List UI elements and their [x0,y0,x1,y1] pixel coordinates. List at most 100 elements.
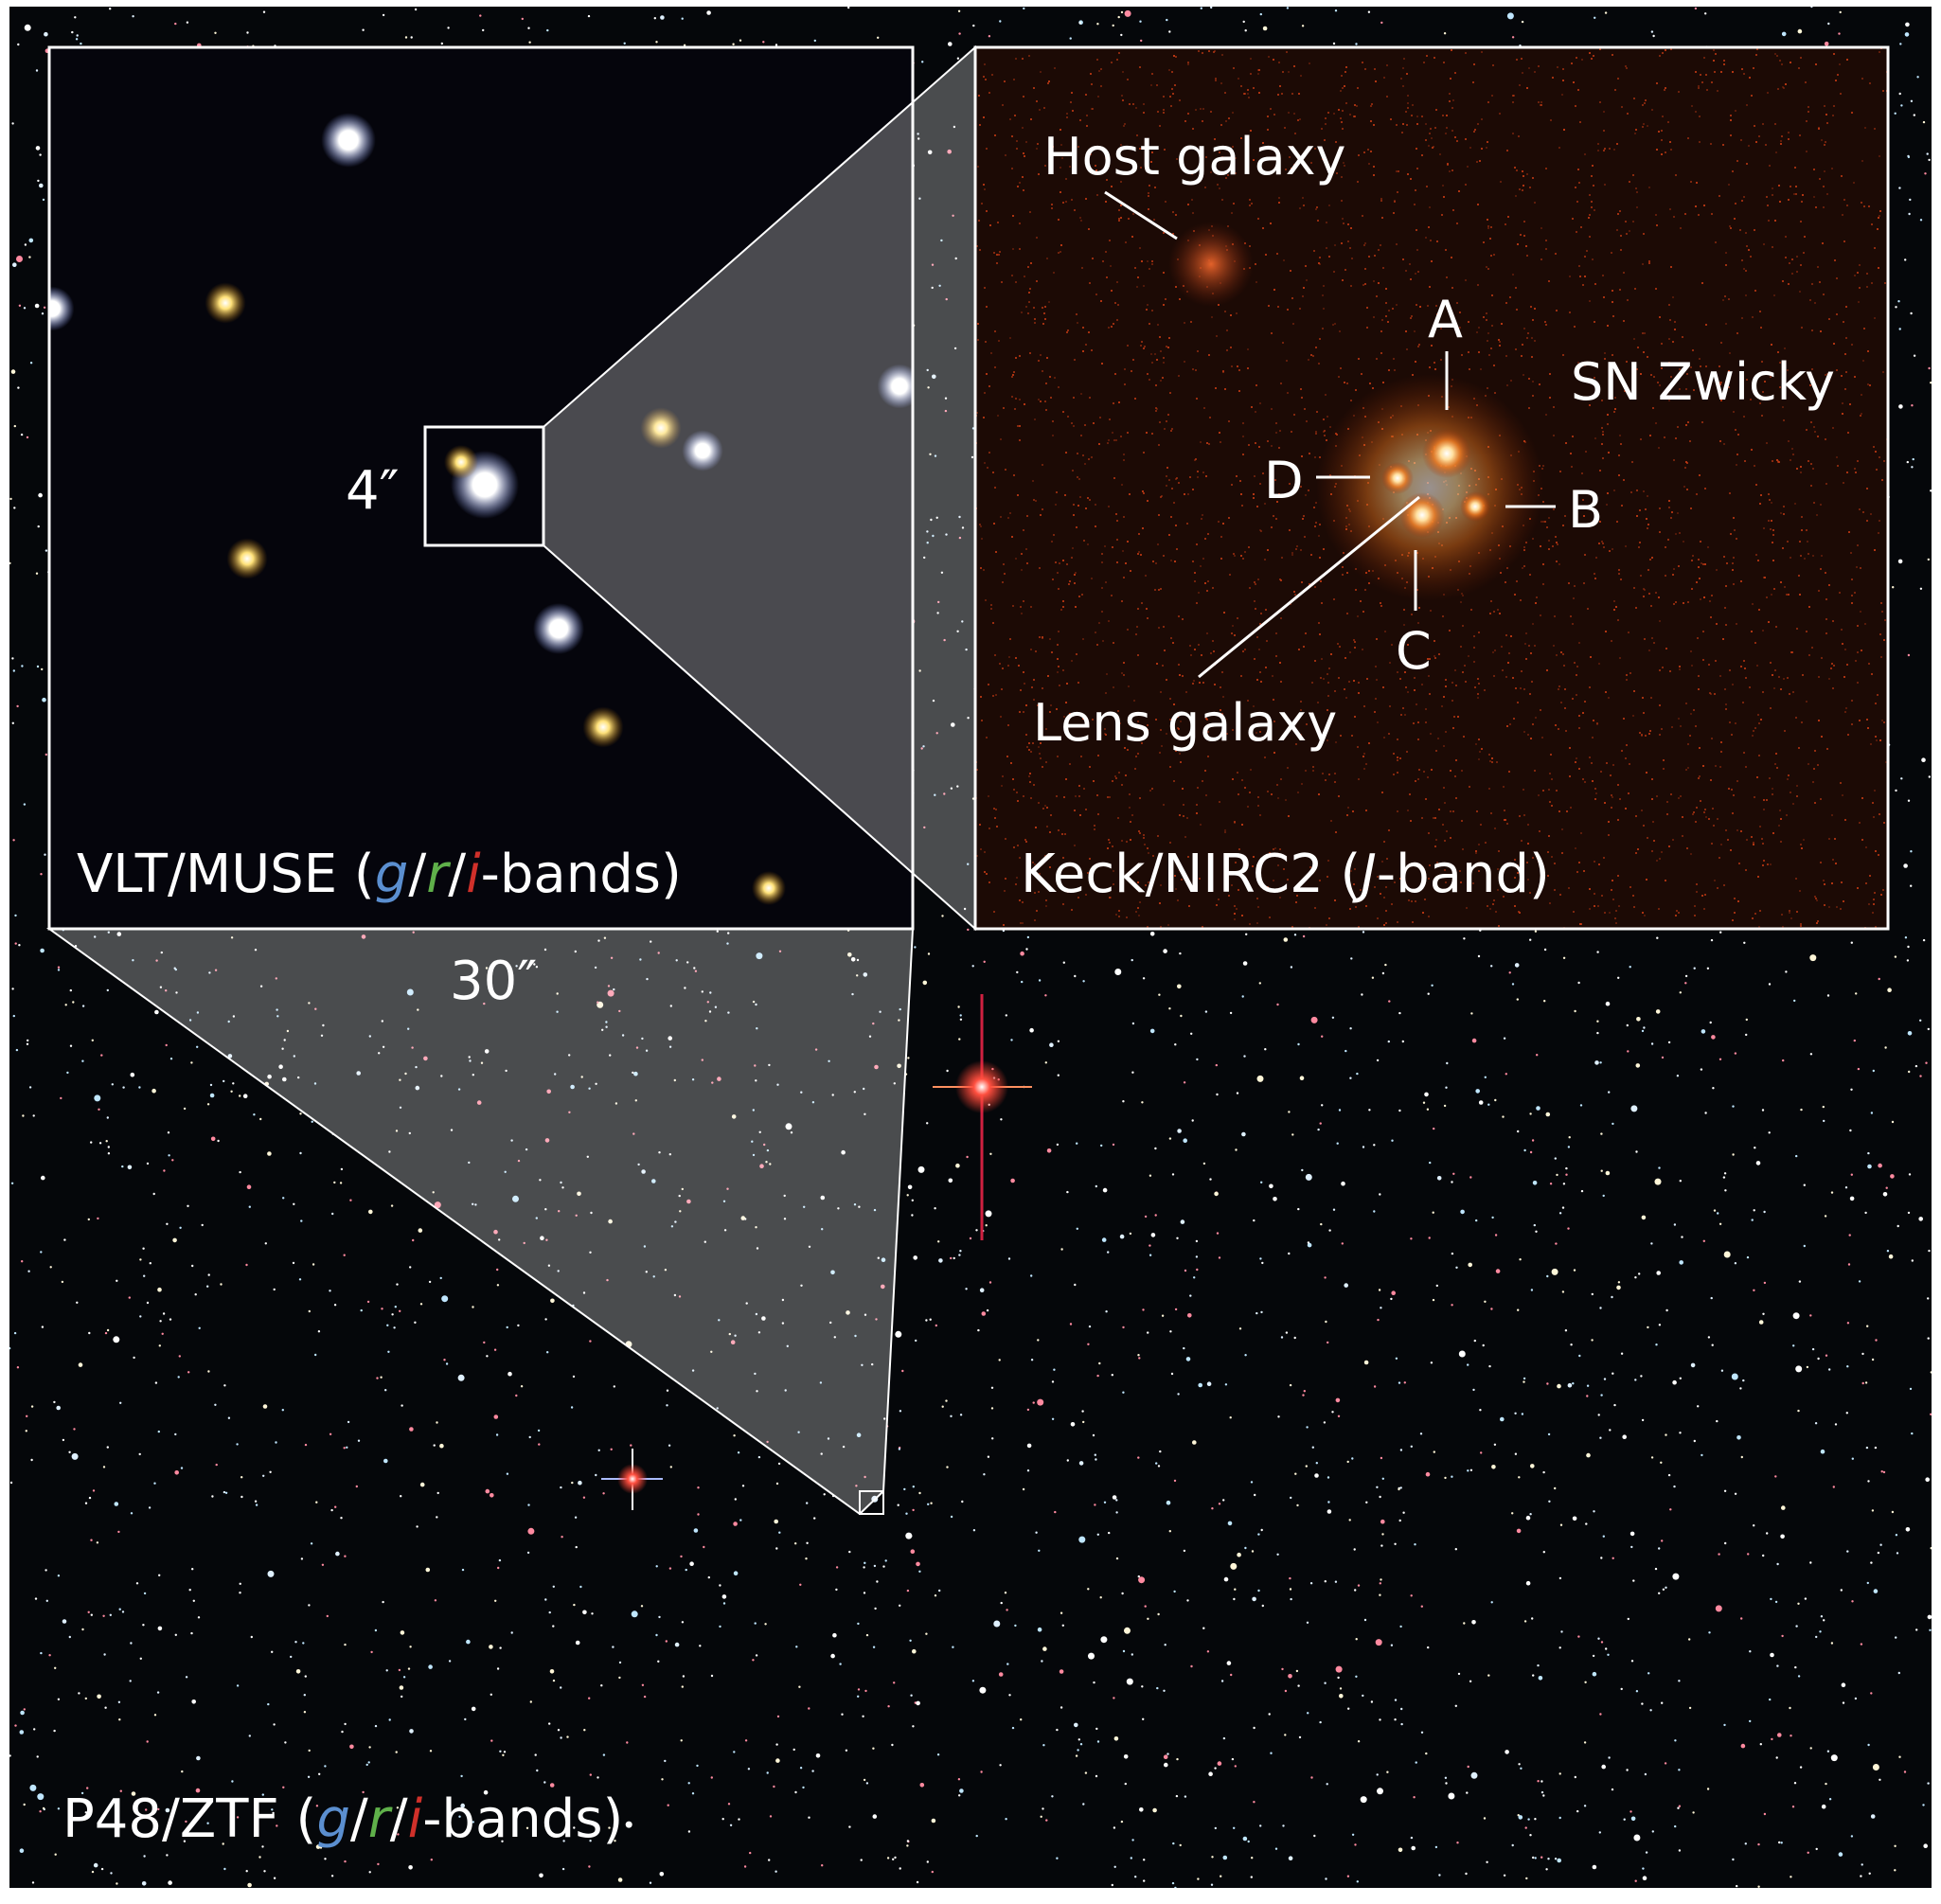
field-star [1930,1547,1932,1550]
field-star [1826,994,1830,997]
field-star [1100,1636,1108,1644]
keck-noise [1163,626,1165,628]
field-star [1289,1383,1292,1387]
field-star [1495,1269,1501,1273]
field-star [1142,977,1146,980]
field-star [1319,1720,1322,1724]
field-star [1078,22,1081,25]
field-star [145,1798,148,1801]
field-star [275,977,277,980]
field-star [1399,1449,1403,1451]
field-star [1094,1453,1097,1456]
field-star [368,1035,371,1038]
field-star [548,1722,551,1725]
field-star [846,1310,850,1315]
field-star [932,534,935,538]
field-star [1740,1617,1743,1620]
field-star [1075,1754,1078,1757]
keck-noise [1651,850,1653,852]
field-star [721,1594,727,1599]
field-star [1815,1847,1818,1851]
field-star [811,1770,814,1772]
keck-noise [1788,283,1790,285]
field-star [920,747,923,750]
field-star [263,1870,266,1873]
field-star [1040,1815,1042,1819]
field-star [961,526,965,529]
field-star [1419,1432,1423,1435]
field-star [1051,1417,1055,1421]
field-star [14,942,17,945]
field-star [999,20,1002,23]
keck-noise [1113,402,1114,404]
field-star [1529,1112,1532,1115]
field-star [246,1184,252,1189]
keck-noise [1293,730,1295,732]
field-star [612,1646,614,1648]
field-star [710,1776,713,1779]
field-star [267,1570,275,1577]
keck-noise [1549,902,1551,904]
field-star [650,940,652,943]
field-star [1077,1749,1079,1752]
keck-noise [1473,131,1475,133]
field-star [1532,1181,1538,1185]
keck-noise [1544,321,1546,323]
field-star [1605,1170,1611,1176]
field-star [1828,1368,1831,1371]
field-star [835,1566,839,1569]
field-star [299,1151,302,1155]
field-star [1268,1713,1271,1716]
field-star [1214,1191,1219,1197]
field-star [68,1635,72,1639]
field-star [929,1318,932,1321]
keck-noise [1293,164,1295,166]
field-star [1381,1477,1385,1481]
field-star [1376,1059,1380,1062]
keck-noise [1473,63,1475,65]
field-star [1647,1326,1649,1329]
keck-noise [1140,345,1142,347]
field-star [1910,850,1913,853]
keck-noise [1608,834,1610,836]
keck-noise [1294,133,1296,134]
field-star [262,1404,268,1409]
field-star [78,1692,80,1695]
field-star [1780,1842,1783,1844]
field-star [57,966,61,969]
field-star [344,1722,347,1726]
field-star [1467,1363,1469,1366]
keck-noise [1050,704,1052,706]
keck-noise [1456,222,1458,224]
muse-source [205,282,246,324]
field-star [1909,1387,1913,1391]
field-star [1665,1586,1667,1590]
keck-noise [1054,67,1056,69]
field-star [875,1318,878,1321]
field-star [626,1741,629,1744]
keck-noise [1491,757,1493,759]
field-star [1368,1109,1371,1112]
field-star [1445,1782,1448,1785]
field-star [573,1826,576,1829]
field-star [1155,1462,1158,1465]
field-star [62,1438,65,1442]
field-star [40,948,45,953]
field-star [946,1069,949,1073]
field-star [669,1005,672,1007]
field-star [1860,1643,1863,1646]
field-star [340,1517,343,1520]
field-star [14,1724,17,1727]
field-star [1562,1183,1566,1185]
keck-noise [1657,382,1659,383]
field-star [9,1481,13,1485]
field-star [1855,992,1858,995]
keck-noise [1614,397,1616,399]
field-star [157,1807,160,1811]
keck-noise [1166,733,1167,735]
field-star [1775,1756,1778,1759]
field-star [1398,1847,1403,1853]
field-star [264,1242,267,1245]
field-star [240,1476,243,1479]
field-star [1436,1176,1442,1181]
